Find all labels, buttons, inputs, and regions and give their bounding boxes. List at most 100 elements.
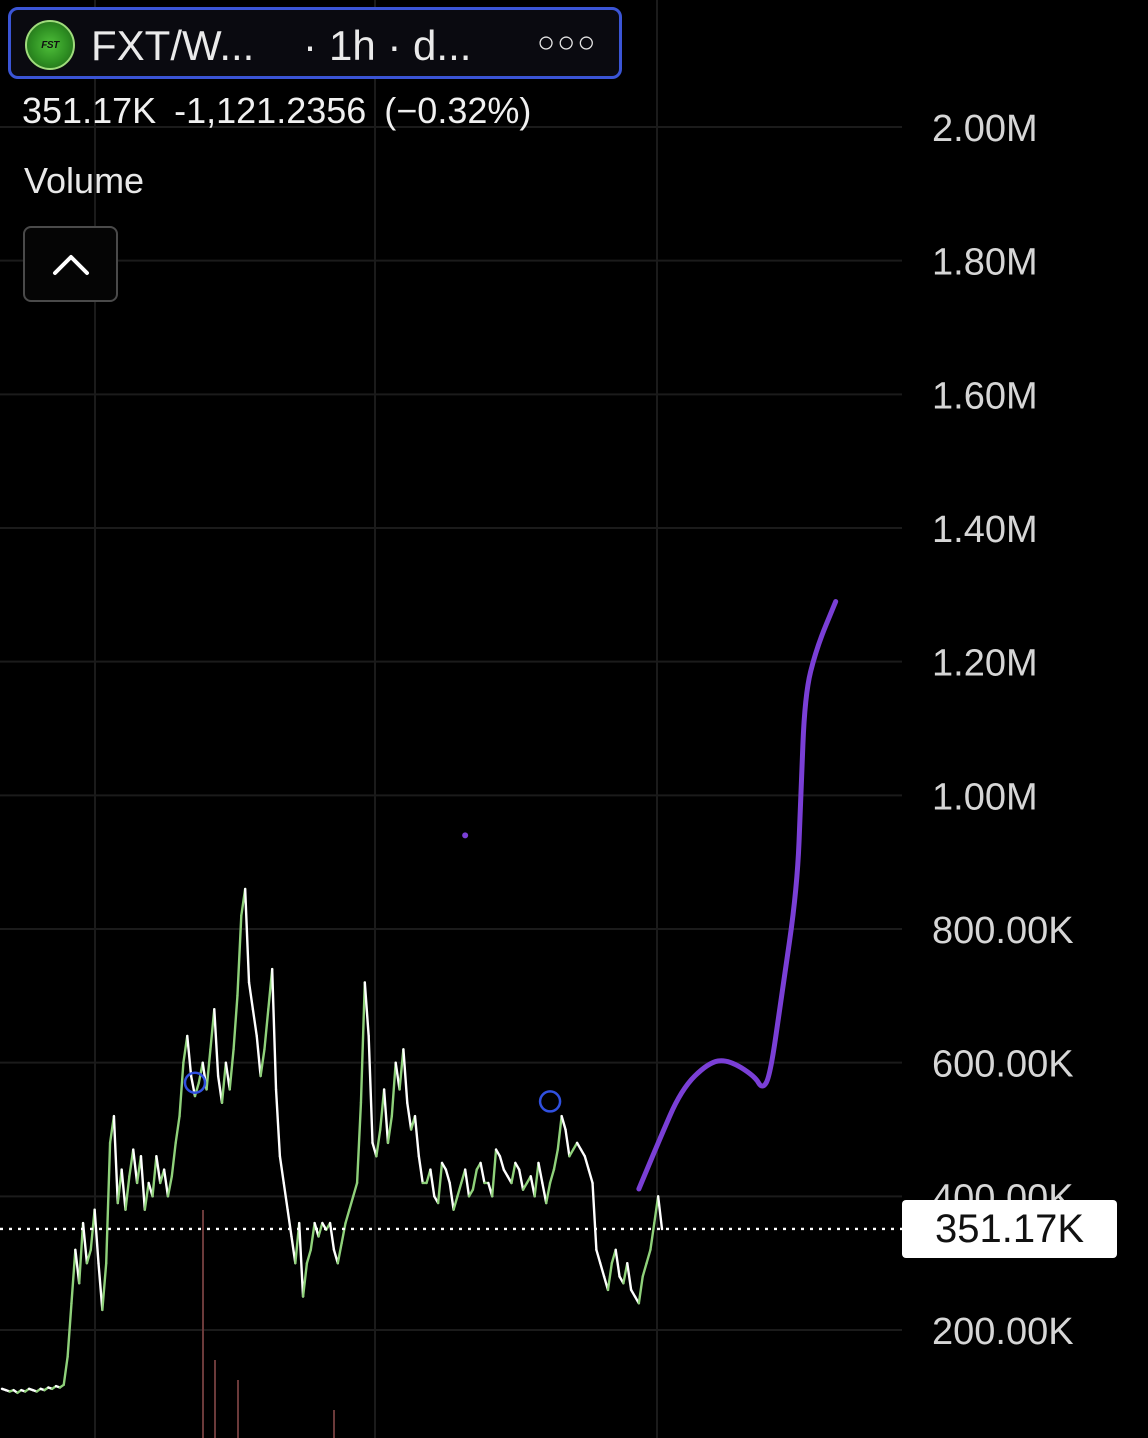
price-segment <box>448 1181 455 1211</box>
price-segment <box>413 1114 421 1158</box>
price-segment <box>305 1248 312 1265</box>
symbol-name: FXT/W... <box>91 22 255 69</box>
price-segment <box>97 1261 104 1312</box>
price-segment <box>155 1155 162 1185</box>
price-segment <box>162 1168 170 1198</box>
price-segment <box>517 1168 525 1191</box>
price-segment <box>340 1221 347 1245</box>
price-segment <box>452 1195 459 1211</box>
price-segment <box>595 1248 602 1265</box>
price-segment <box>467 1188 475 1198</box>
price-segment <box>62 1355 69 1387</box>
drawing-projection-line[interactable] <box>636 599 839 1192</box>
price-segment <box>301 1261 309 1298</box>
price-segment <box>479 1161 486 1185</box>
price-segment <box>282 1181 289 1211</box>
price-segment <box>213 1008 220 1078</box>
price-segment <box>348 1195 355 1211</box>
price-segment <box>328 1221 336 1252</box>
price-segment <box>166 1175 174 1198</box>
price-segment <box>583 1155 590 1171</box>
symbol-selector[interactable]: FST FXT/W... · 1h · d... ○○○ <box>8 7 622 79</box>
price-segment <box>255 1034 262 1078</box>
price-segment <box>232 994 239 1051</box>
price-segment <box>170 1141 177 1178</box>
price-segment <box>132 1148 139 1185</box>
price-segment <box>637 1275 644 1305</box>
price-segment <box>444 1168 451 1185</box>
price-segment <box>336 1241 343 1265</box>
price-segment <box>545 1181 552 1205</box>
price-segment <box>502 1168 509 1178</box>
price-segment <box>406 1101 413 1131</box>
price-segment <box>105 1141 112 1265</box>
price-segment <box>359 981 367 1104</box>
interval-label: 1h · d... <box>329 22 472 69</box>
price-segment <box>606 1261 614 1292</box>
price-segment <box>614 1248 621 1278</box>
price-segment <box>205 1048 212 1091</box>
price-segment <box>251 1008 258 1038</box>
price-segment <box>656 1195 664 1231</box>
last-price: 351.17K <box>22 90 157 131</box>
price-segment <box>120 1168 127 1211</box>
y-tick-label: 600.00K <box>932 1044 1074 1086</box>
price-segment <box>363 981 370 1038</box>
price-segment <box>494 1148 502 1158</box>
collapse-button[interactable] <box>23 226 118 302</box>
price-segment <box>309 1221 316 1252</box>
price-segment <box>556 1114 563 1151</box>
y-tick-label: 2.00M <box>932 108 1038 150</box>
price-segment <box>564 1128 571 1158</box>
price-segment <box>579 1148 587 1158</box>
price-segment <box>297 1221 305 1298</box>
annotation-dot <box>462 832 469 839</box>
price-segment <box>352 1181 359 1198</box>
price-segment <box>151 1155 158 1198</box>
price-segment <box>143 1181 150 1211</box>
price-segment <box>436 1161 444 1205</box>
price-segment <box>463 1168 471 1198</box>
y-tick-label: 1.00M <box>932 776 1038 818</box>
event-marker[interactable] <box>183 1071 207 1094</box>
price-segment <box>85 1248 92 1265</box>
price-segment <box>575 1141 583 1151</box>
price-segment <box>599 1261 606 1278</box>
price-segment <box>537 1161 544 1185</box>
price-segment <box>456 1181 463 1198</box>
price-segment <box>186 1034 193 1078</box>
token-logo-icon: FST <box>25 20 75 70</box>
price-segment <box>344 1208 351 1225</box>
price-segment <box>629 1288 637 1298</box>
price-segment <box>124 1175 131 1211</box>
price-segment <box>510 1161 517 1185</box>
y-tick-label: 1.80M <box>932 242 1038 284</box>
price-segment <box>236 914 243 998</box>
price-change-percent: (−0.32%) <box>384 90 532 131</box>
price-segment <box>591 1181 598 1252</box>
price-segment <box>533 1161 540 1198</box>
price-segment <box>139 1155 147 1211</box>
price-change: -1,121.2356 <box>174 90 367 131</box>
price-segment <box>560 1114 567 1131</box>
price-segment <box>243 887 251 984</box>
price-segment <box>101 1261 108 1312</box>
price-segment <box>77 1221 85 1285</box>
price-segment <box>367 1034 374 1145</box>
price-segment <box>417 1155 424 1185</box>
price-segment <box>220 1061 228 1104</box>
y-tick-label: 200.00K <box>932 1311 1074 1353</box>
event-marker[interactable] <box>538 1090 562 1113</box>
price-segment <box>541 1181 548 1205</box>
y-tick-label: 1.40M <box>932 509 1038 551</box>
y-tick-label: 1.20M <box>932 643 1038 685</box>
price-segment <box>521 1181 529 1191</box>
price-segment <box>317 1221 324 1238</box>
price-segment <box>375 1128 382 1158</box>
chevron-up-icon <box>52 255 89 275</box>
price-segment <box>274 1088 282 1158</box>
current-price-label: 351.17K <box>902 1200 1117 1258</box>
more-horizontal-icon[interactable]: ○○○ <box>537 26 598 59</box>
y-tick-label: 800.00K <box>932 910 1074 952</box>
